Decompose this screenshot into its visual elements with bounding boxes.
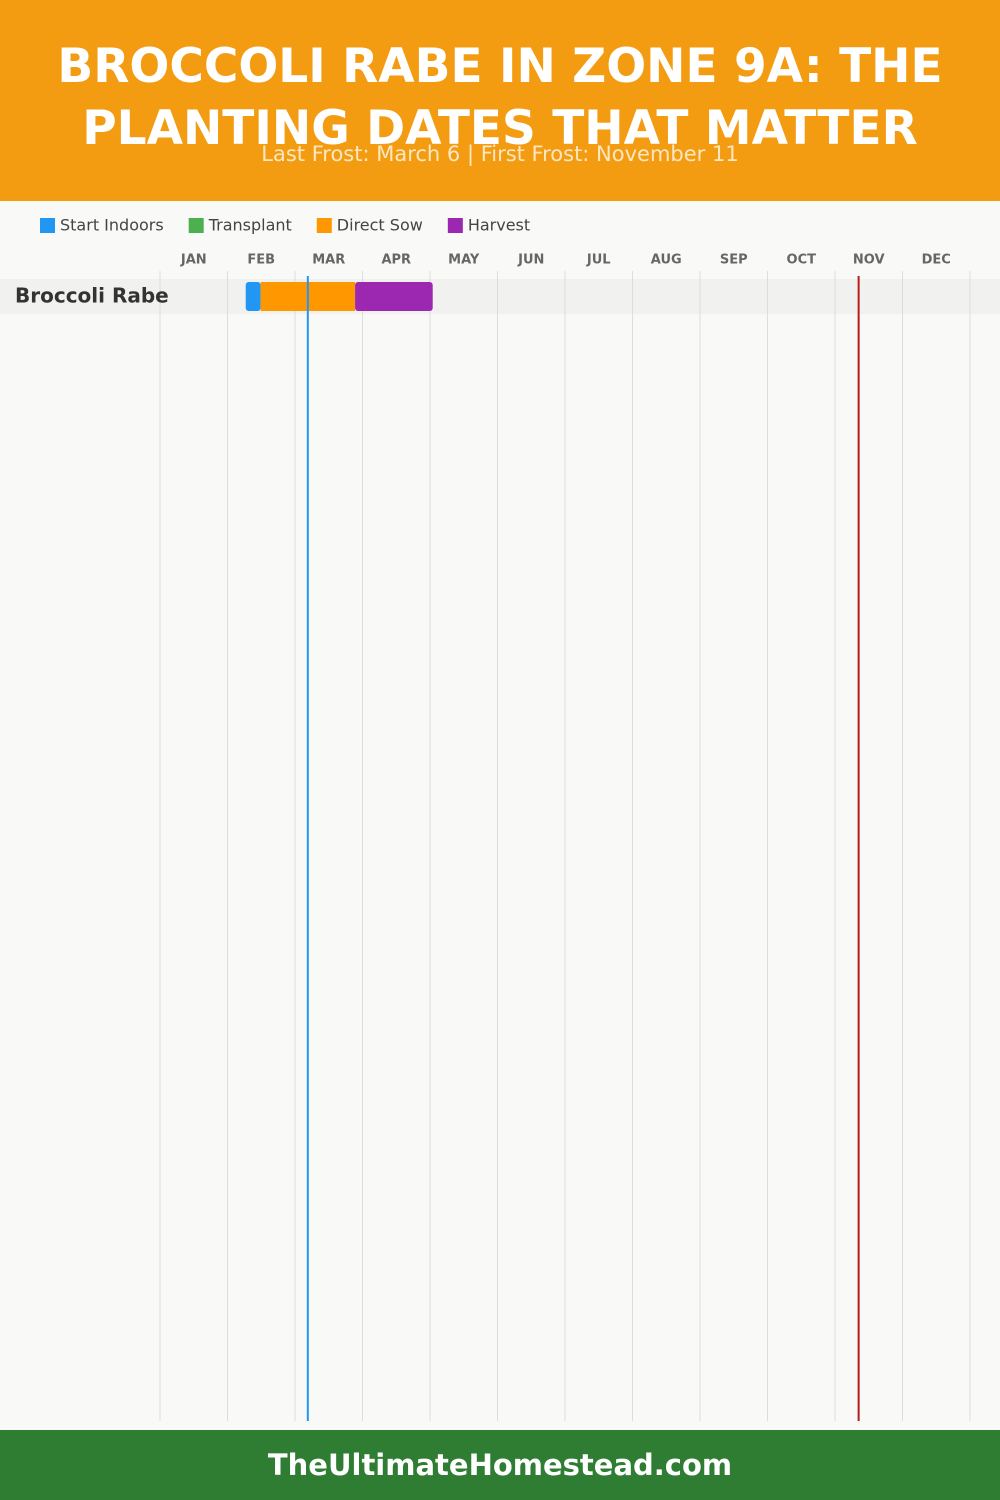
legend-label: Direct Sow [337,216,423,235]
header: BROCCOLI RABE IN ZONE 9A: THE PLANTING D… [0,0,1000,201]
legend-label: Harvest [468,216,530,235]
x-tick-label: APR [381,253,411,268]
x-tick-label: JAN [180,253,207,268]
x-tick-label: SEP [720,253,748,268]
chart: Start Indoors Transplant Direct Sow Harvest… [0,216,1000,1421]
bar-segment [245,282,261,311]
x-tick-label: MAY [448,253,480,268]
x-tick-label: OCT [787,253,817,268]
legend-swatch [316,218,332,233]
legend-swatch [40,218,55,233]
bar-segment [355,282,433,311]
x-tick-label: DEC [922,253,951,268]
x-tick-label: AUG [651,253,682,268]
footer: TheUltimateHomestead.com [0,1430,1000,1500]
legend-swatch [447,218,463,233]
x-tick-label: NOV [853,253,885,268]
chart-title: BROCCOLI RABE IN ZONE 9A: THE PLANTING D… [57,39,943,156]
legend-swatch [188,218,204,233]
x-tick-label: JUN [517,253,544,268]
legend-label: Start Indoors [60,216,164,235]
x-tick-label: MAR [312,253,345,268]
chart-subtitle: Last Frost: March 6 | First Frost: Novem… [261,142,739,166]
x-tick-label: FEB [247,253,275,268]
row-background [0,279,1000,314]
legend-label: Transplant [208,216,292,235]
x-tick-label: JUL [586,253,611,268]
row-label: Broccoli Rabe [15,284,169,308]
